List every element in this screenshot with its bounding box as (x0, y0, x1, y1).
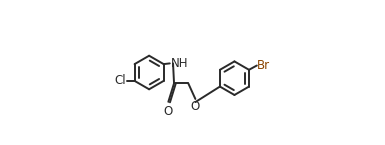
Text: Cl: Cl (114, 74, 126, 87)
Text: Br: Br (257, 59, 270, 72)
Text: O: O (191, 100, 200, 113)
Text: NH: NH (171, 57, 188, 70)
Text: O: O (164, 105, 173, 118)
